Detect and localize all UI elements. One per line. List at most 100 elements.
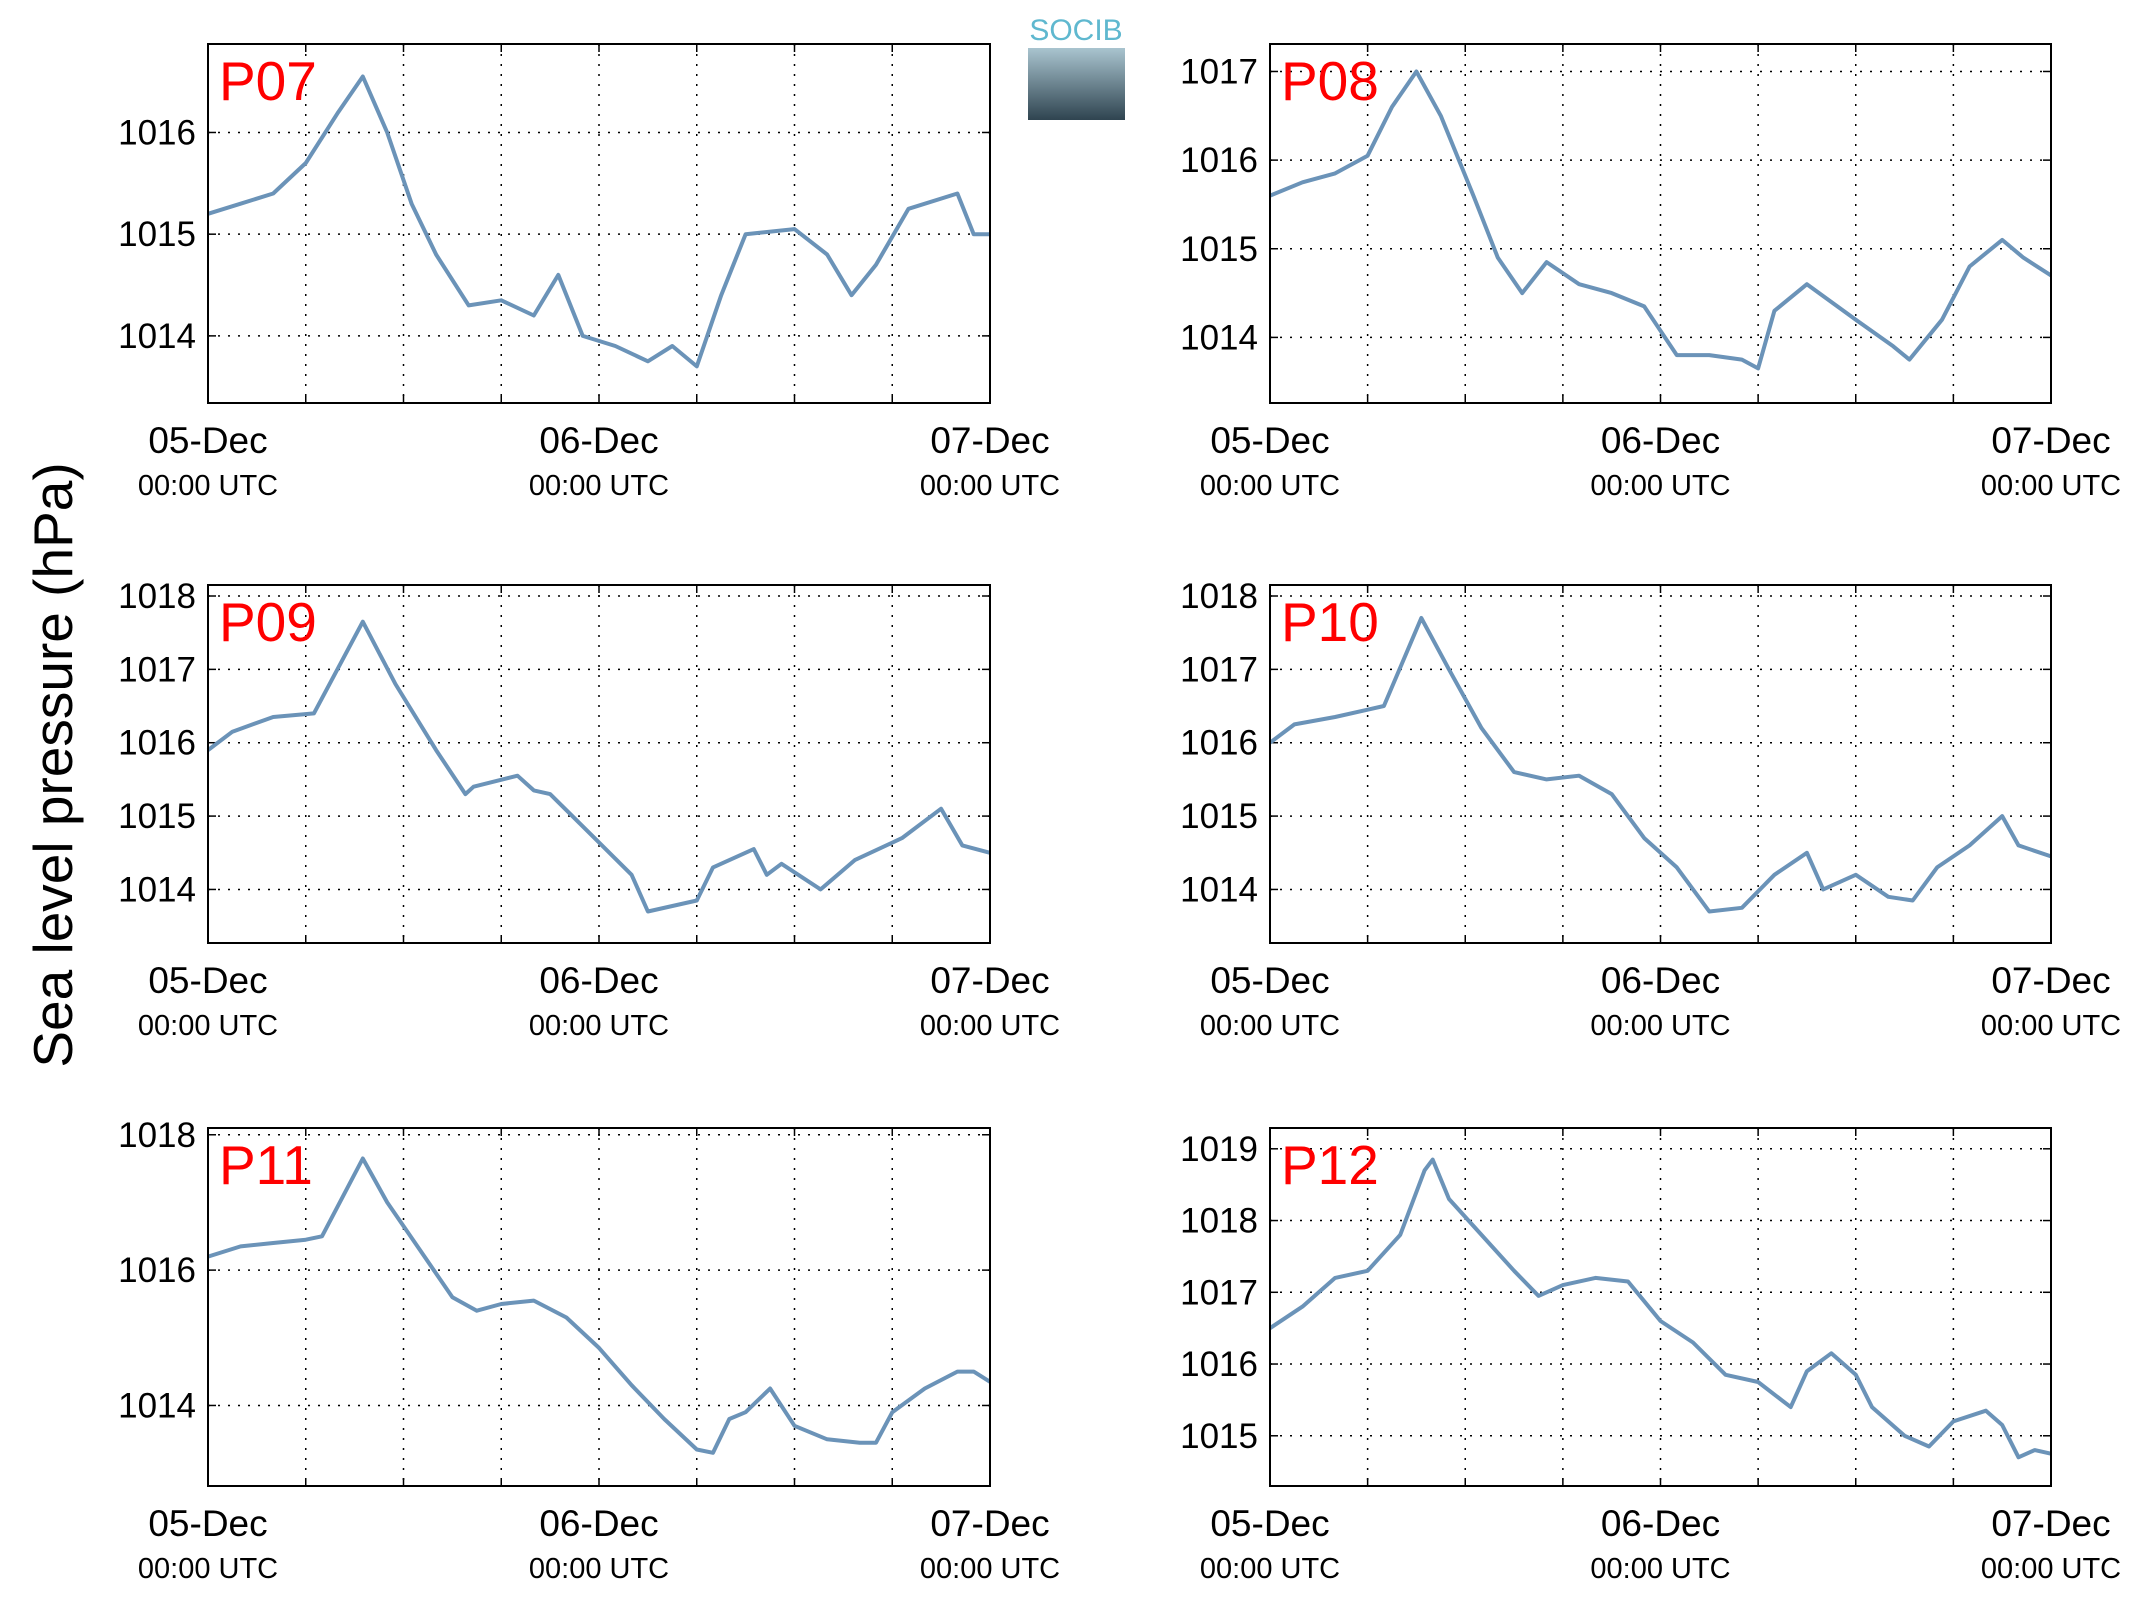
x-tick-date: 05-Dec: [1210, 1503, 1329, 1544]
y-tick-label: 1017: [118, 650, 196, 689]
x-tick-sublabel: 00:00 UTC: [920, 1553, 1060, 1585]
y-tick-label: 1017: [1180, 1273, 1258, 1312]
x-tick-label: 07-Dec 00:00 UTC: [920, 1503, 1060, 1585]
panel: 05-Dec 00:00 UTC 06-Dec 00:00 UTC 07-Dec 00:0…: [1180, 577, 2121, 1042]
x-tick-date: 06-Dec: [1601, 420, 1720, 461]
y-tick-label: 1016: [1180, 141, 1258, 180]
x-tick-label: 06-Dec 00:00 UTC: [529, 420, 669, 502]
x-tick-label: 07-Dec 00:00 UTC: [920, 960, 1060, 1042]
x-tick-date: 05-Dec: [1210, 960, 1329, 1001]
logo-block: [1028, 48, 1125, 120]
logo: SOCIB: [1028, 14, 1125, 120]
x-tick-label: 05-Dec 00:00 UTC: [138, 1503, 278, 1585]
y-tick-label: 1018: [118, 577, 196, 616]
x-tick-sublabel: 00:00 UTC: [1590, 1553, 1730, 1585]
panel: 05-Dec 00:00 UTC 06-Dec 00:00 UTC 07-Dec 00:0…: [118, 1116, 1060, 1585]
plot-area: [208, 1128, 990, 1486]
x-tick-label: 05-Dec 00:00 UTC: [1200, 960, 1340, 1042]
x-tick-date: 07-Dec: [930, 1503, 1049, 1544]
y-tick-label: 1015: [1180, 797, 1258, 836]
y-tick-label: 1016: [1180, 724, 1258, 763]
y-tick-label: 1015: [1180, 1417, 1258, 1456]
panel-title: P09: [219, 591, 317, 653]
x-tick-date: 07-Dec: [930, 960, 1049, 1001]
x-tick-label: 06-Dec 00:00 UTC: [529, 960, 669, 1042]
y-tick-label: 1015: [118, 797, 196, 836]
y-tick-label: 1016: [118, 724, 196, 763]
logo-text: SOCIB: [1029, 14, 1122, 47]
panel-title: P08: [1281, 50, 1379, 112]
x-tick-date: 06-Dec: [539, 960, 658, 1001]
plot-frame: [1269, 584, 2052, 944]
x-tick-sublabel: 00:00 UTC: [1200, 1010, 1340, 1042]
x-tick-date: 05-Dec: [148, 960, 267, 1001]
x-tick-date: 06-Dec: [1601, 1503, 1720, 1544]
x-tick-sublabel: 00:00 UTC: [529, 470, 669, 502]
y-tick-label: 1017: [1180, 650, 1258, 689]
y-tick-label: 1014: [118, 317, 196, 356]
x-tick-sublabel: 00:00 UTC: [529, 1553, 669, 1585]
x-tick-label: 07-Dec 00:00 UTC: [920, 420, 1060, 502]
x-tick-label: 05-Dec 00:00 UTC: [1200, 420, 1340, 502]
panel: 05-Dec 00:00 UTC 06-Dec 00:00 UTC 07-Dec 00:0…: [1180, 43, 2121, 502]
x-tick-date: 05-Dec: [148, 420, 267, 461]
x-tick-label: 05-Dec 00:00 UTC: [138, 420, 278, 502]
data-line: [1268, 1157, 2052, 1460]
plot-area: [208, 585, 990, 943]
x-tick-sublabel: 00:00 UTC: [1200, 470, 1340, 502]
data-line: [1268, 616, 2052, 914]
x-tick-sublabel: 00:00 UTC: [1200, 1553, 1340, 1585]
x-tick-date: 06-Dec: [1601, 960, 1720, 1001]
y-tick-label: 1018: [118, 1116, 196, 1155]
panel: 05-Dec 00:00 UTC 06-Dec 00:00 UTC 07-Dec 00:0…: [118, 577, 1060, 1042]
data-line: [207, 1156, 992, 1455]
plot-frame: [207, 43, 991, 404]
plot-frame: [207, 584, 991, 944]
x-tick-sublabel: 00:00 UTC: [920, 1010, 1060, 1042]
panel-title: P07: [219, 50, 317, 112]
x-tick-sublabel: 00:00 UTC: [920, 470, 1060, 502]
x-tick-date: 07-Dec: [1991, 420, 2110, 461]
x-tick-sublabel: 00:00 UTC: [529, 1010, 669, 1042]
plot-area: [208, 44, 990, 403]
x-tick-date: 07-Dec: [930, 420, 1049, 461]
x-tick-label: 06-Dec 00:00 UTC: [529, 1503, 669, 1585]
x-tick-label: 07-Dec 00:00 UTC: [1981, 960, 2121, 1042]
y-tick-label: 1019: [1180, 1130, 1258, 1169]
y-tick-label: 1015: [1180, 230, 1258, 269]
y-tick-label: 1014: [1180, 870, 1258, 909]
y-tick-label: 1016: [118, 1251, 196, 1290]
plot-frame: [1269, 43, 2052, 404]
y-tick-label: 1016: [1180, 1345, 1258, 1384]
x-tick-sublabel: 00:00 UTC: [138, 1553, 278, 1585]
x-tick-sublabel: 00:00 UTC: [1590, 1010, 1730, 1042]
plot-area: [1270, 1128, 2051, 1486]
plot-area: [1270, 585, 2051, 943]
y-tick-label: 1017: [1180, 52, 1258, 91]
x-tick-label: 07-Dec 00:00 UTC: [1981, 1503, 2121, 1585]
x-tick-date: 05-Dec: [148, 1503, 267, 1544]
x-tick-label: 06-Dec 00:00 UTC: [1590, 420, 1730, 502]
plot-area: [1270, 44, 2051, 403]
panel-title: P12: [1281, 1134, 1379, 1196]
x-tick-label: 06-Dec 00:00 UTC: [1590, 960, 1730, 1042]
y-tick-label: 1014: [1180, 318, 1258, 357]
x-tick-date: 06-Dec: [539, 420, 658, 461]
x-tick-label: 07-Dec 00:00 UTC: [1981, 420, 2121, 502]
x-tick-date: 05-Dec: [1210, 420, 1329, 461]
x-tick-label: 06-Dec 00:00 UTC: [1590, 1503, 1730, 1585]
x-tick-label: 05-Dec 00:00 UTC: [138, 960, 278, 1042]
plot-frame: [1269, 1127, 2052, 1487]
x-tick-date: 06-Dec: [539, 1503, 658, 1544]
x-tick-label: 05-Dec 00:00 UTC: [1200, 1503, 1340, 1585]
panel-title: P10: [1281, 591, 1379, 653]
panel-title: P11: [219, 1134, 313, 1196]
panel: 05-Dec 00:00 UTC 06-Dec 00:00 UTC 07-Dec 00:0…: [118, 43, 1060, 502]
y-axis-label: Sea level pressure (hPa): [22, 462, 84, 1067]
x-tick-sublabel: 00:00 UTC: [1981, 1010, 2121, 1042]
plot-frame: [207, 1127, 991, 1487]
y-tick-label: 1014: [118, 1386, 196, 1425]
y-tick-label: 1018: [1180, 1202, 1258, 1241]
x-tick-sublabel: 00:00 UTC: [1590, 470, 1730, 502]
